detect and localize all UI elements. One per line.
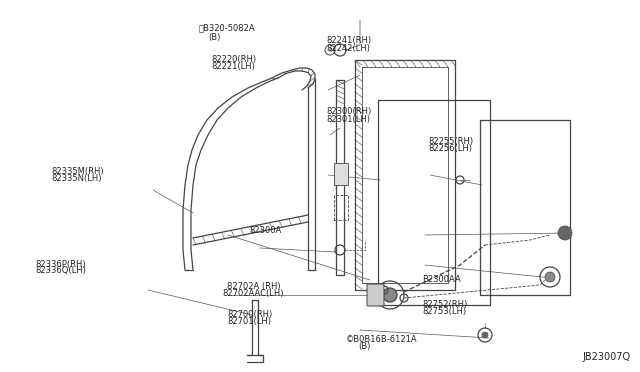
Text: (B): (B) <box>208 33 220 42</box>
Text: 82221(LH): 82221(LH) <box>211 62 255 71</box>
Circle shape <box>383 288 397 302</box>
Text: 82753(LH): 82753(LH) <box>422 307 467 316</box>
Text: B2300AA: B2300AA <box>422 275 461 284</box>
Text: 82752(RH): 82752(RH) <box>422 300 468 309</box>
Text: ⓈB320-5082A: ⓈB320-5082A <box>198 23 255 32</box>
Text: 82702A (RH): 82702A (RH) <box>227 282 281 291</box>
Text: 82700(RH): 82700(RH) <box>227 310 273 319</box>
Text: 82300(RH): 82300(RH) <box>326 107 372 116</box>
Text: 82336P(RH): 82336P(RH) <box>35 260 86 269</box>
Text: ©B0B16B-6121A: ©B0B16B-6121A <box>346 335 417 344</box>
Text: 82335N(LH): 82335N(LH) <box>51 174 102 183</box>
Text: 82220(RH): 82220(RH) <box>211 55 257 64</box>
Bar <box>334 195 348 220</box>
FancyBboxPatch shape <box>367 284 384 306</box>
Text: 82300A: 82300A <box>250 226 282 235</box>
Text: (B): (B) <box>358 342 371 351</box>
Circle shape <box>482 332 488 338</box>
Text: 82336Q(LH): 82336Q(LH) <box>35 266 86 275</box>
Text: 82241(RH): 82241(RH) <box>326 36 372 45</box>
Text: 82256(LH): 82256(LH) <box>429 144 473 153</box>
Text: 82335M(RH): 82335M(RH) <box>51 167 104 176</box>
Circle shape <box>558 226 572 240</box>
Text: S: S <box>328 48 332 52</box>
Text: 82701(LH): 82701(LH) <box>227 317 271 326</box>
Bar <box>334 163 348 185</box>
Text: 82301(LH): 82301(LH) <box>326 115 371 124</box>
Text: 82255(RH): 82255(RH) <box>429 137 474 146</box>
Text: 82242(LH): 82242(LH) <box>326 44 371 53</box>
Text: 82702AAC(LH): 82702AAC(LH) <box>223 289 284 298</box>
Text: JB23007Q: JB23007Q <box>582 352 630 362</box>
Circle shape <box>545 272 555 282</box>
